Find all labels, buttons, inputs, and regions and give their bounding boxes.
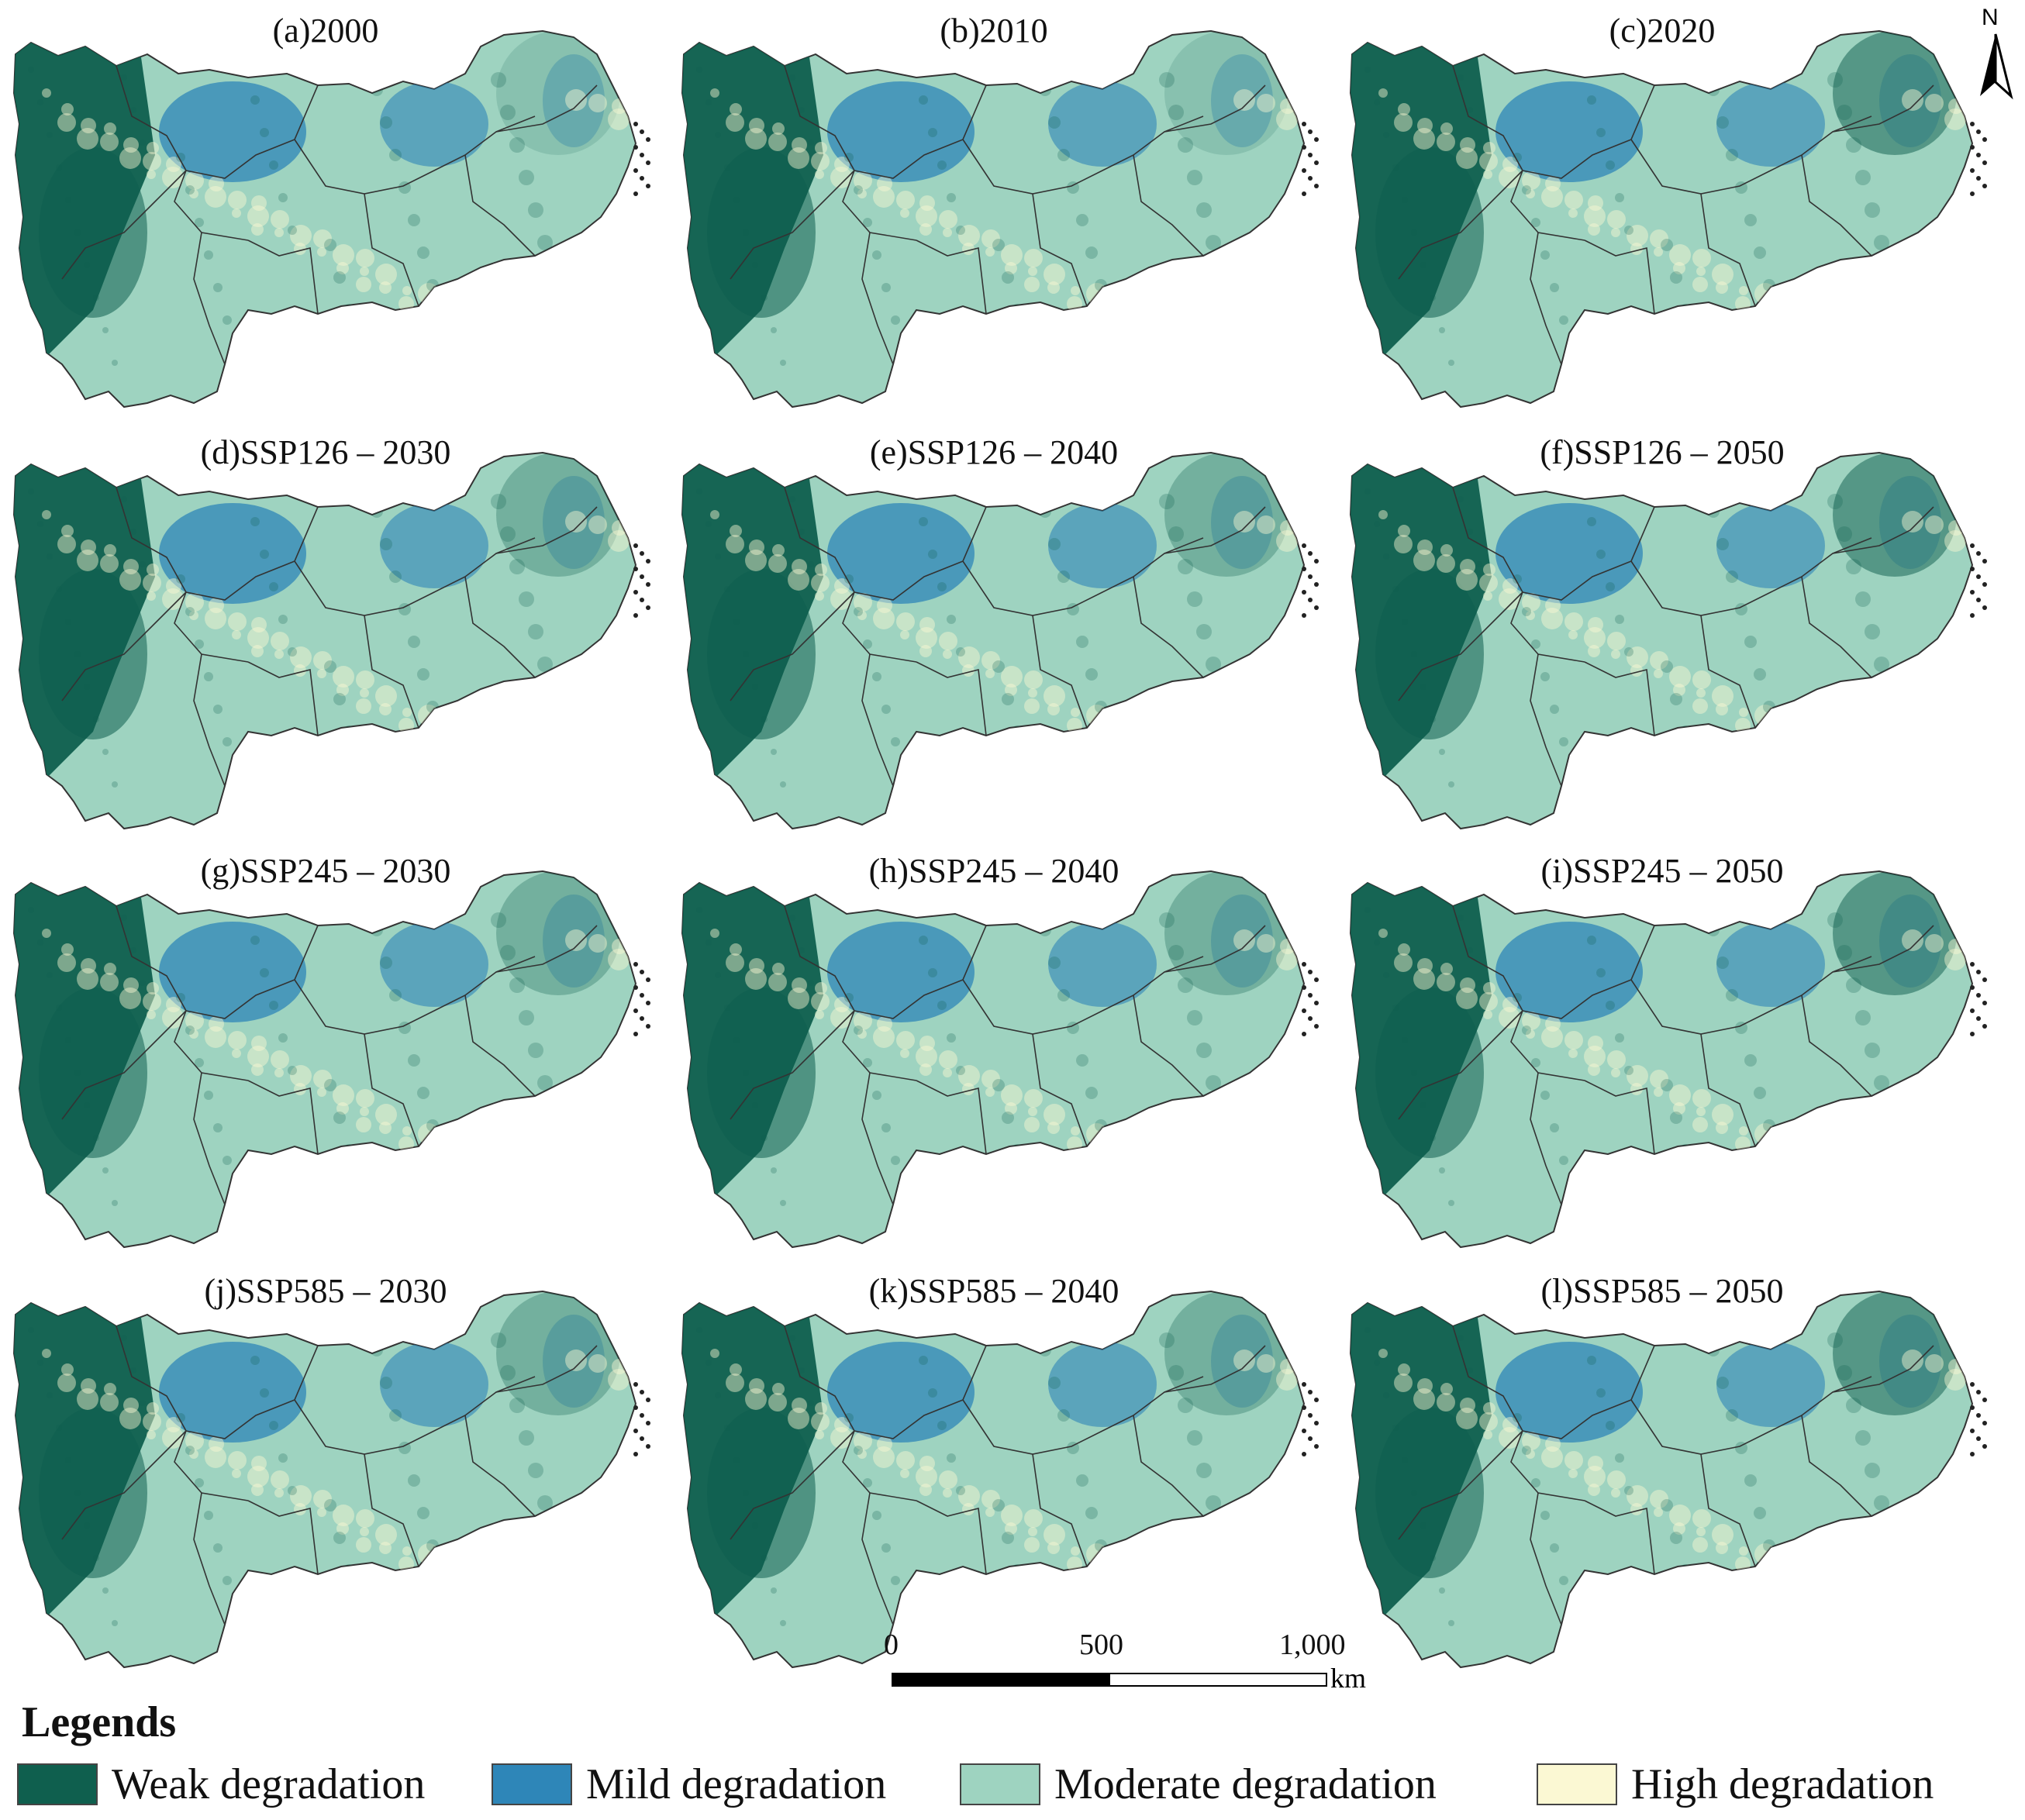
legend-swatch-moderate [960,1763,1040,1805]
legend: Legends Weak degradation Mild degradatio… [17,1698,2017,1814]
legend-label-mild: Mild degradation [586,1760,887,1808]
legend-label-moderate: Moderate degradation [1054,1760,1437,1808]
map-panel: (h)SSP245 – 2040 [668,840,1335,1259]
map-panel-svg [1349,870,1987,1249]
map-grid: (a)2000 (b)2010 (c)2020 (d)SSP126 – 2030 (e)… [0,0,2003,1679]
legend-title: Legends [22,1698,177,1746]
map-panel-svg [12,870,650,1249]
map-panel-title: (g)SSP245 – 2030 [200,852,451,890]
map-panel-title: (b)2010 [940,12,1048,50]
legend-item-high: High degradation [1537,1760,1934,1808]
map-panel-svg [1349,451,1987,830]
map-panel: (b)2010 [668,0,1335,419]
scale-tick-1000: 1,000 [1279,1629,1346,1661]
map-panel: (l)SSP585 – 2050 [1337,1260,2003,1679]
scale-unit: km [1330,1663,1367,1694]
map-panel-svg [12,29,650,408]
map-panel-svg [681,870,1319,1249]
map-panel-title: (d)SSP126 – 2030 [200,433,451,471]
map-panel-title: (l)SSP585 – 2050 [1540,1272,1784,1310]
map-panel: (k)SSP585 – 2040 [668,1260,1335,1679]
map-panel: (c)2020 [1337,0,2003,419]
map-panel: (a)2000 [0,0,667,419]
map-panel-title: (c)2020 [1609,12,1716,50]
map-panel-svg [681,451,1319,830]
scale-bar-white-segment [1109,1673,1327,1687]
map-panel: (g)SSP245 – 2030 [0,840,667,1259]
map-panel-svg [12,1290,650,1669]
map-panel: (f)SSP126 – 2050 [1337,422,2003,840]
map-panel: (e)SSP126 – 2040 [668,422,1335,840]
legend-swatch-high [1537,1763,1617,1805]
map-panel-title: (i)SSP245 – 2050 [1540,852,1784,890]
map-panel-title: (f)SSP126 – 2050 [1540,433,1785,471]
legend-swatch-weak [17,1763,98,1805]
legend-item-moderate: Moderate degradation [960,1760,1437,1808]
scale-tick-500: 500 [1079,1629,1123,1661]
map-panel-title: (e)SSP126 – 2040 [869,433,1119,471]
map-panel-title: (a)2000 [272,12,379,50]
map-panel-svg [681,29,1319,408]
map-panel: (i)SSP245 – 2050 [1337,840,2003,1259]
scale-bar-black-segment [892,1673,1110,1687]
map-panel-title: (h)SSP245 – 2040 [868,852,1119,890]
legend-item-weak: Weak degradation [17,1760,426,1808]
north-arrow-icon [1980,33,2013,100]
legend-label-high: High degradation [1631,1760,1934,1808]
scale-tick-0: 0 [884,1629,899,1661]
legend-swatch-mild [492,1763,572,1805]
scale-bar: 0 500 1,000 km [884,1628,1380,1694]
map-panel-svg [12,451,650,830]
map-panel: (j)SSP585 – 2030 [0,1260,667,1679]
map-panel-svg [1349,1290,1987,1669]
legend-item-mild: Mild degradation [492,1760,887,1808]
map-panel-svg [1349,29,1987,408]
map-panel-title: (j)SSP585 – 2030 [204,1272,447,1310]
legend-label-weak: Weak degradation [112,1760,426,1808]
north-label: N [1982,5,1999,30]
map-panel-svg [681,1290,1319,1669]
map-panel: (d)SSP126 – 2030 [0,422,667,840]
map-panel-title: (k)SSP585 – 2040 [868,1272,1119,1310]
